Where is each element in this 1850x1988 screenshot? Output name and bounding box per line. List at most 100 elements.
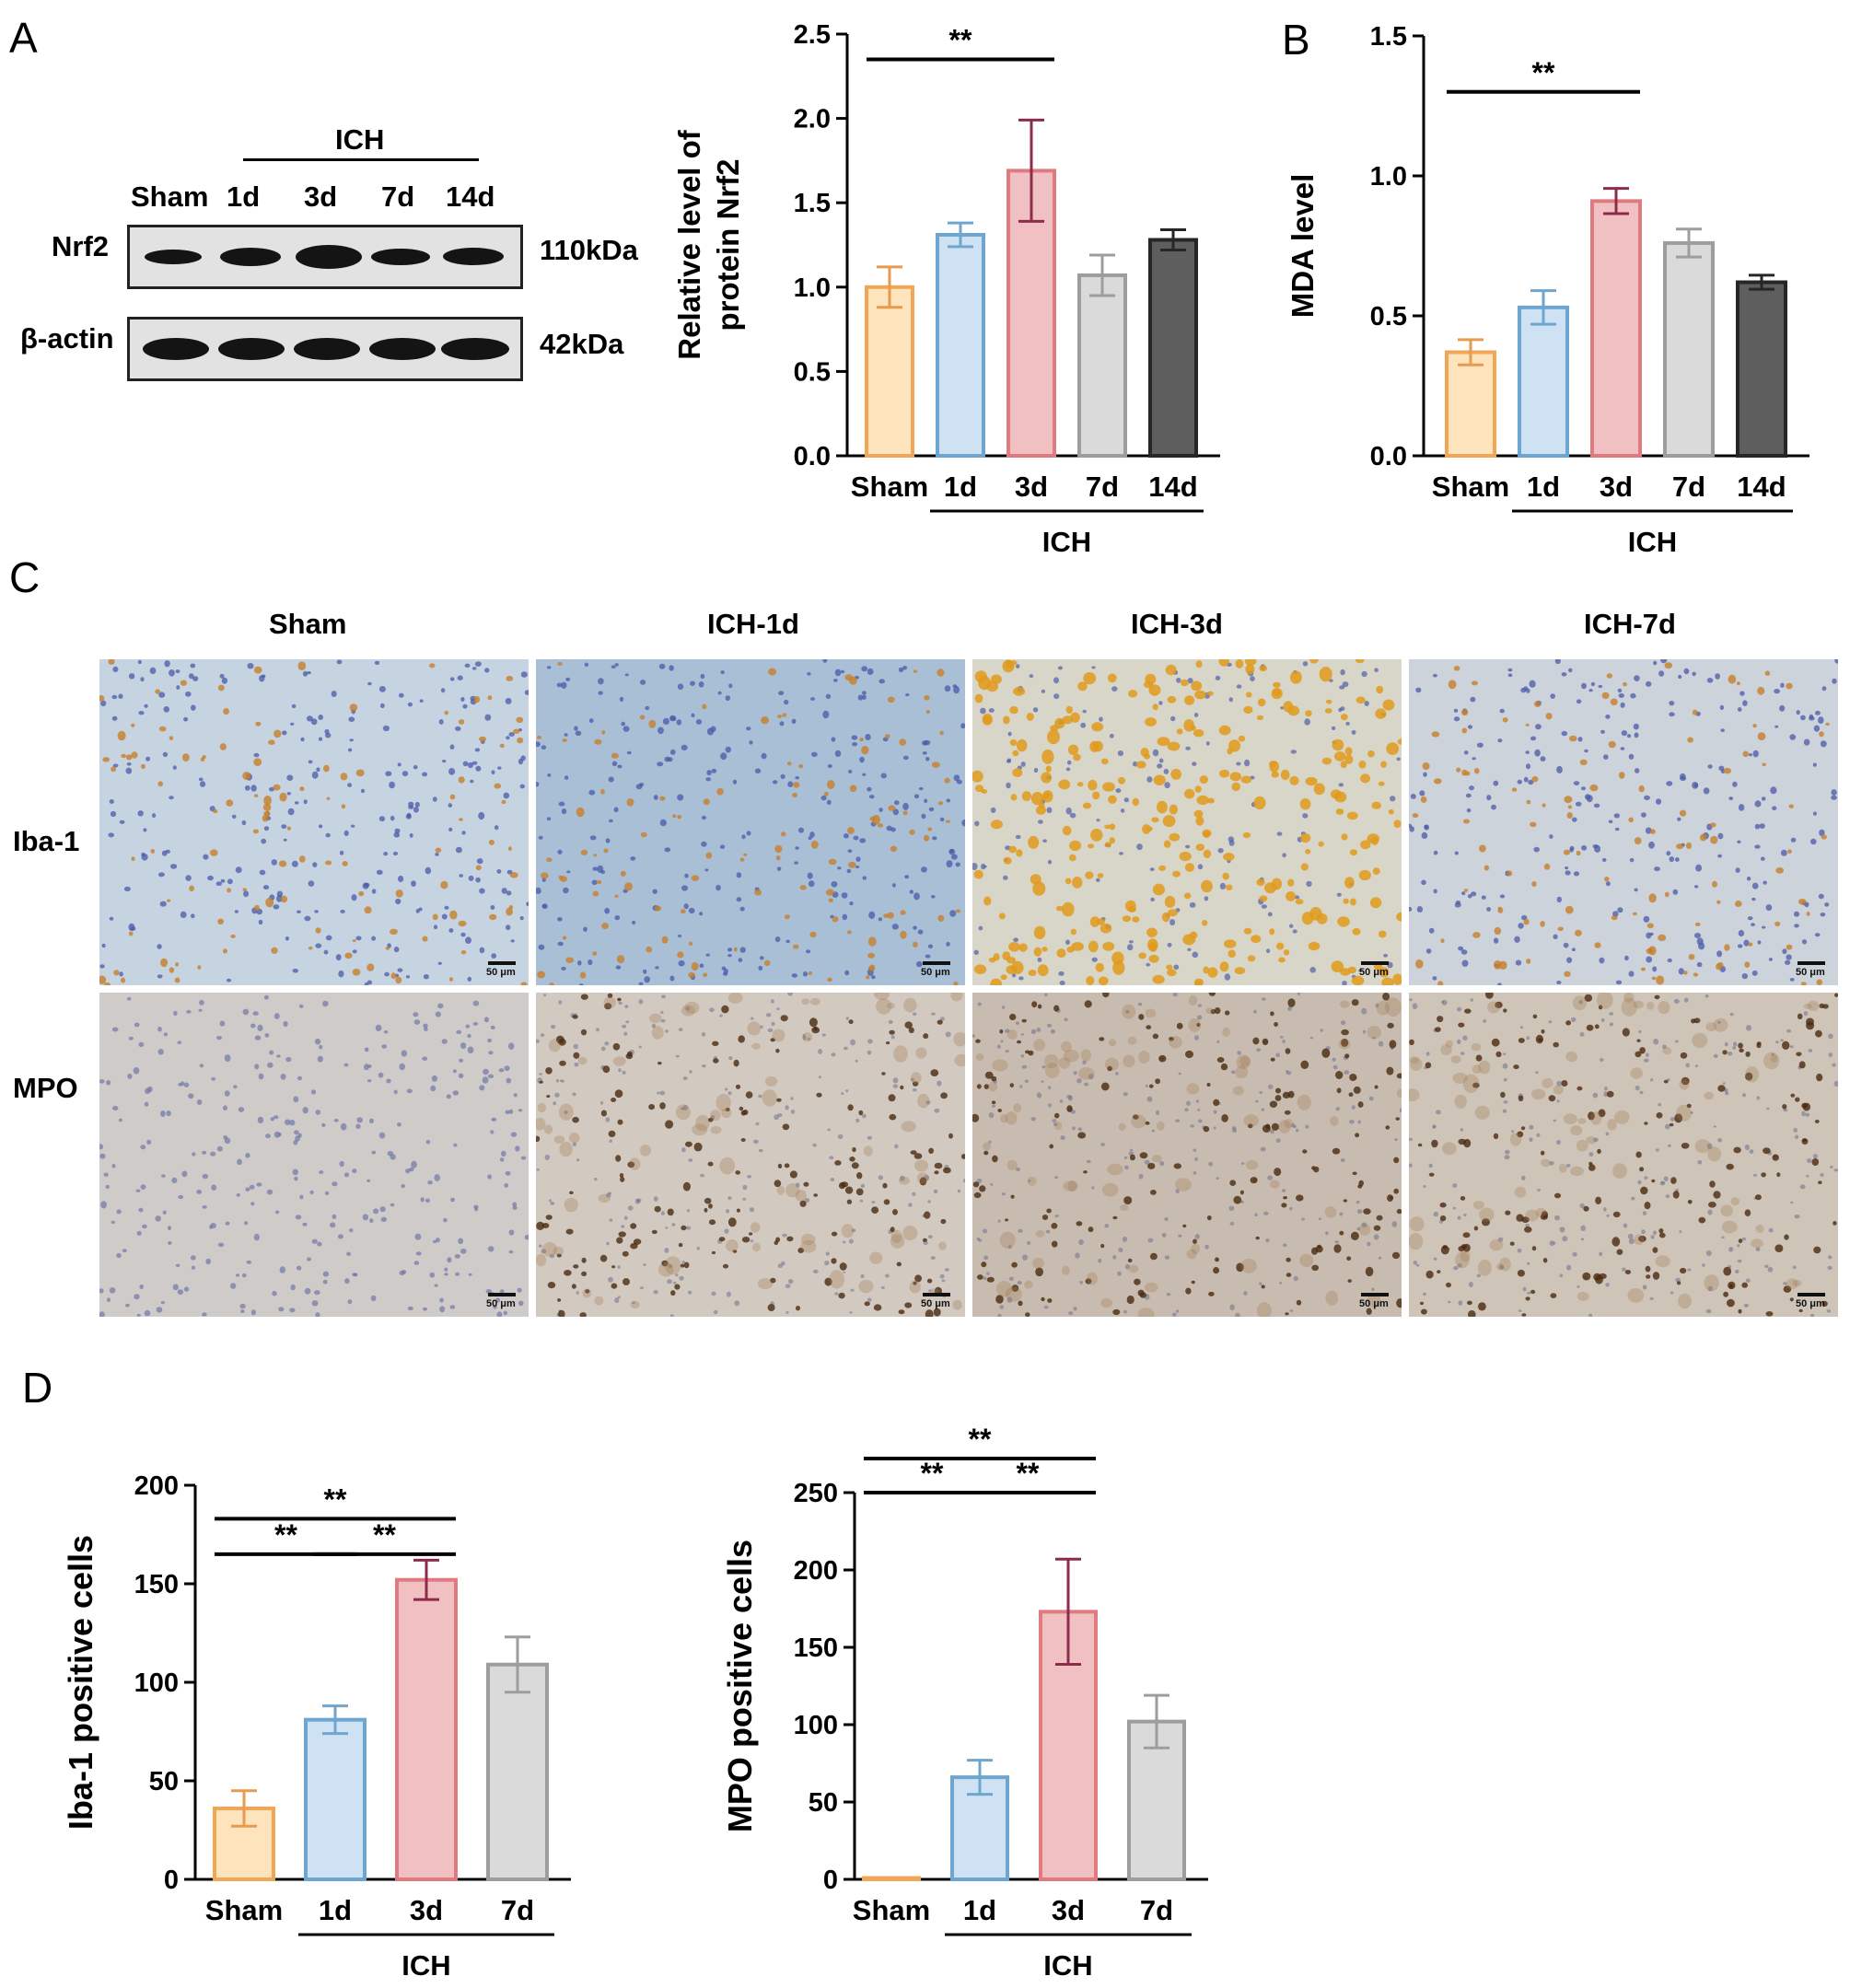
y-tick-label: 0 [164, 1866, 179, 1895]
x-tick-label: 14d [1737, 471, 1786, 503]
chart-mpo: 0 50 100 150 200 250 MPO positive cells Sham 1d 3… [721, 1423, 1208, 1982]
y-axis-label: MDA level [1286, 174, 1320, 319]
lane-label-14d: 14d [446, 180, 495, 213]
x-tick-label: 7d [1672, 471, 1705, 503]
bar-7d [486, 1662, 549, 1881]
significance-label: ** [1532, 56, 1555, 89]
y-tick-label: 0.5 [794, 357, 831, 387]
bar-14d [1736, 280, 1787, 458]
lane-label-3d: 3d [304, 180, 338, 213]
scale-bar: 50 μm [1359, 961, 1389, 978]
ihc-image-iba1-sham: 50 μm [99, 659, 529, 985]
y-tick-label: 100 [794, 1711, 838, 1740]
band-actin-14d [441, 338, 509, 360]
y-axis-label-line: Iba-1 positive cells [62, 1535, 99, 1830]
band-nrf2-3d [296, 245, 362, 269]
chart-iba1: 0 50 100 150 200 Iba-1 positive cells Sham 1d 3d… [62, 1471, 571, 1982]
band-actin-7d [369, 338, 436, 360]
y-tick-label: 2.0 [794, 105, 831, 134]
blot-strip-nrf2 [127, 225, 523, 289]
ihc-col-ich1d: ICH-1d [707, 608, 799, 640]
significance-label: ** [373, 1518, 396, 1552]
panel-label-b: B [1282, 16, 1310, 64]
scale-bar: 50 μm [1796, 1293, 1825, 1309]
lane-label-1d: 1d [227, 180, 261, 213]
x-tick-label: 3d [1015, 471, 1048, 503]
x-tick-label: 7d [1086, 471, 1119, 503]
lane-label-7d: 7d [381, 180, 415, 213]
blot-group-line [243, 158, 479, 161]
chart-mda: 0.0 0.5 1.0 1.5 MDA level Sham 1d 3d 7d 14d ICH ** [1286, 22, 1809, 558]
y-axis-label-line: MPO positive cells [721, 1540, 759, 1832]
band-nrf2-sham [145, 250, 202, 264]
significance-label: ** [324, 1482, 347, 1516]
bar-1d [1518, 305, 1569, 458]
y-tick-label: 150 [134, 1570, 179, 1599]
x-tick-label: 3d [1052, 1894, 1085, 1926]
lane-label-sham: Sham [131, 180, 209, 213]
band-nrf2-14d [443, 248, 504, 265]
bar-3d [395, 1577, 458, 1881]
x-tick-label: 7d [501, 1894, 534, 1926]
y-tick-label: 1.0 [794, 273, 831, 303]
scale-bar: 50 μm [1359, 1293, 1389, 1309]
group-label: ICH [1043, 1949, 1092, 1982]
scale-bar: 50 μm [921, 961, 950, 978]
y-axis-label: MPO positive cells [721, 1540, 759, 1832]
group-label: ICH [1628, 526, 1677, 558]
x-tick-label: Sham [853, 1894, 930, 1926]
ihc-row-iba1: Iba-1 [13, 825, 80, 857]
x-tick-label: 1d [1527, 471, 1560, 503]
panel-label-d: D [22, 1364, 53, 1412]
bar-sham [1445, 350, 1496, 458]
ihc-col-ich7d: ICH-7d [1584, 608, 1676, 640]
y-axis-label-line: MDA level [1286, 174, 1320, 319]
bar-7d [1663, 240, 1715, 458]
x-tick-label: Sham [205, 1894, 283, 1926]
ihc-row-mpo: MPO [13, 1072, 78, 1104]
x-tick-label: 3d [410, 1894, 443, 1926]
scale-bar: 50 μm [486, 1293, 516, 1309]
x-tick-label: Sham [1432, 471, 1509, 503]
y-tick-label: 1.5 [1370, 22, 1407, 52]
band-actin-1d [218, 338, 285, 360]
y-tick-label: 50 [809, 1788, 838, 1818]
band-nrf2-1d [220, 248, 281, 266]
ihc-image-iba1-ich7d: 50 μm [1409, 659, 1838, 985]
y-tick-label: 100 [134, 1668, 179, 1698]
bar-7d [1077, 273, 1127, 459]
scale-bar: 50 μm [921, 1293, 950, 1309]
y-tick-label: 0 [823, 1866, 838, 1895]
blot-group-label: ICH [335, 123, 385, 156]
bar-14d [1148, 238, 1198, 458]
bar-sham [865, 285, 914, 458]
ihc-image-mpo-ich7d: 50 μm [1409, 993, 1838, 1317]
x-tick-label: Sham [851, 471, 928, 503]
y-tick-label: 1.0 [1370, 162, 1407, 192]
x-tick-label: 1d [319, 1894, 352, 1926]
protein-label-actin: β-actin [20, 322, 114, 355]
ihc-col-ich3d: ICH-3d [1131, 608, 1223, 640]
significance-label: ** [274, 1518, 297, 1552]
bar-3d [1590, 199, 1642, 459]
group-label: ICH [1042, 526, 1091, 558]
ihc-col-sham: Sham [269, 608, 347, 640]
y-tick-label: 0.5 [1370, 302, 1407, 331]
y-axis-label: Relative level of protein Nrf2 [672, 129, 745, 359]
ihc-image-mpo-sham: 50 μm [99, 993, 529, 1317]
panel-label-a: A [9, 14, 38, 62]
y-axis-label-line: Relative level of [672, 129, 706, 359]
weight-label-nrf2: 110kDa [540, 234, 638, 266]
ihc-image-mpo-ich3d: 50 μm [972, 993, 1402, 1317]
bar-1d [304, 1717, 367, 1882]
y-tick-label: 50 [149, 1767, 179, 1796]
scale-bar: 50 μm [486, 961, 516, 978]
ihc-image-iba1-ich1d: 50 μm [536, 659, 965, 985]
significance-label: ** [921, 1457, 944, 1490]
y-axis-label: Iba-1 positive cells [62, 1535, 99, 1830]
band-actin-sham [143, 338, 209, 360]
band-actin-3d [294, 338, 360, 360]
group-label: ICH [401, 1949, 450, 1982]
x-tick-label: 14d [1148, 471, 1197, 503]
